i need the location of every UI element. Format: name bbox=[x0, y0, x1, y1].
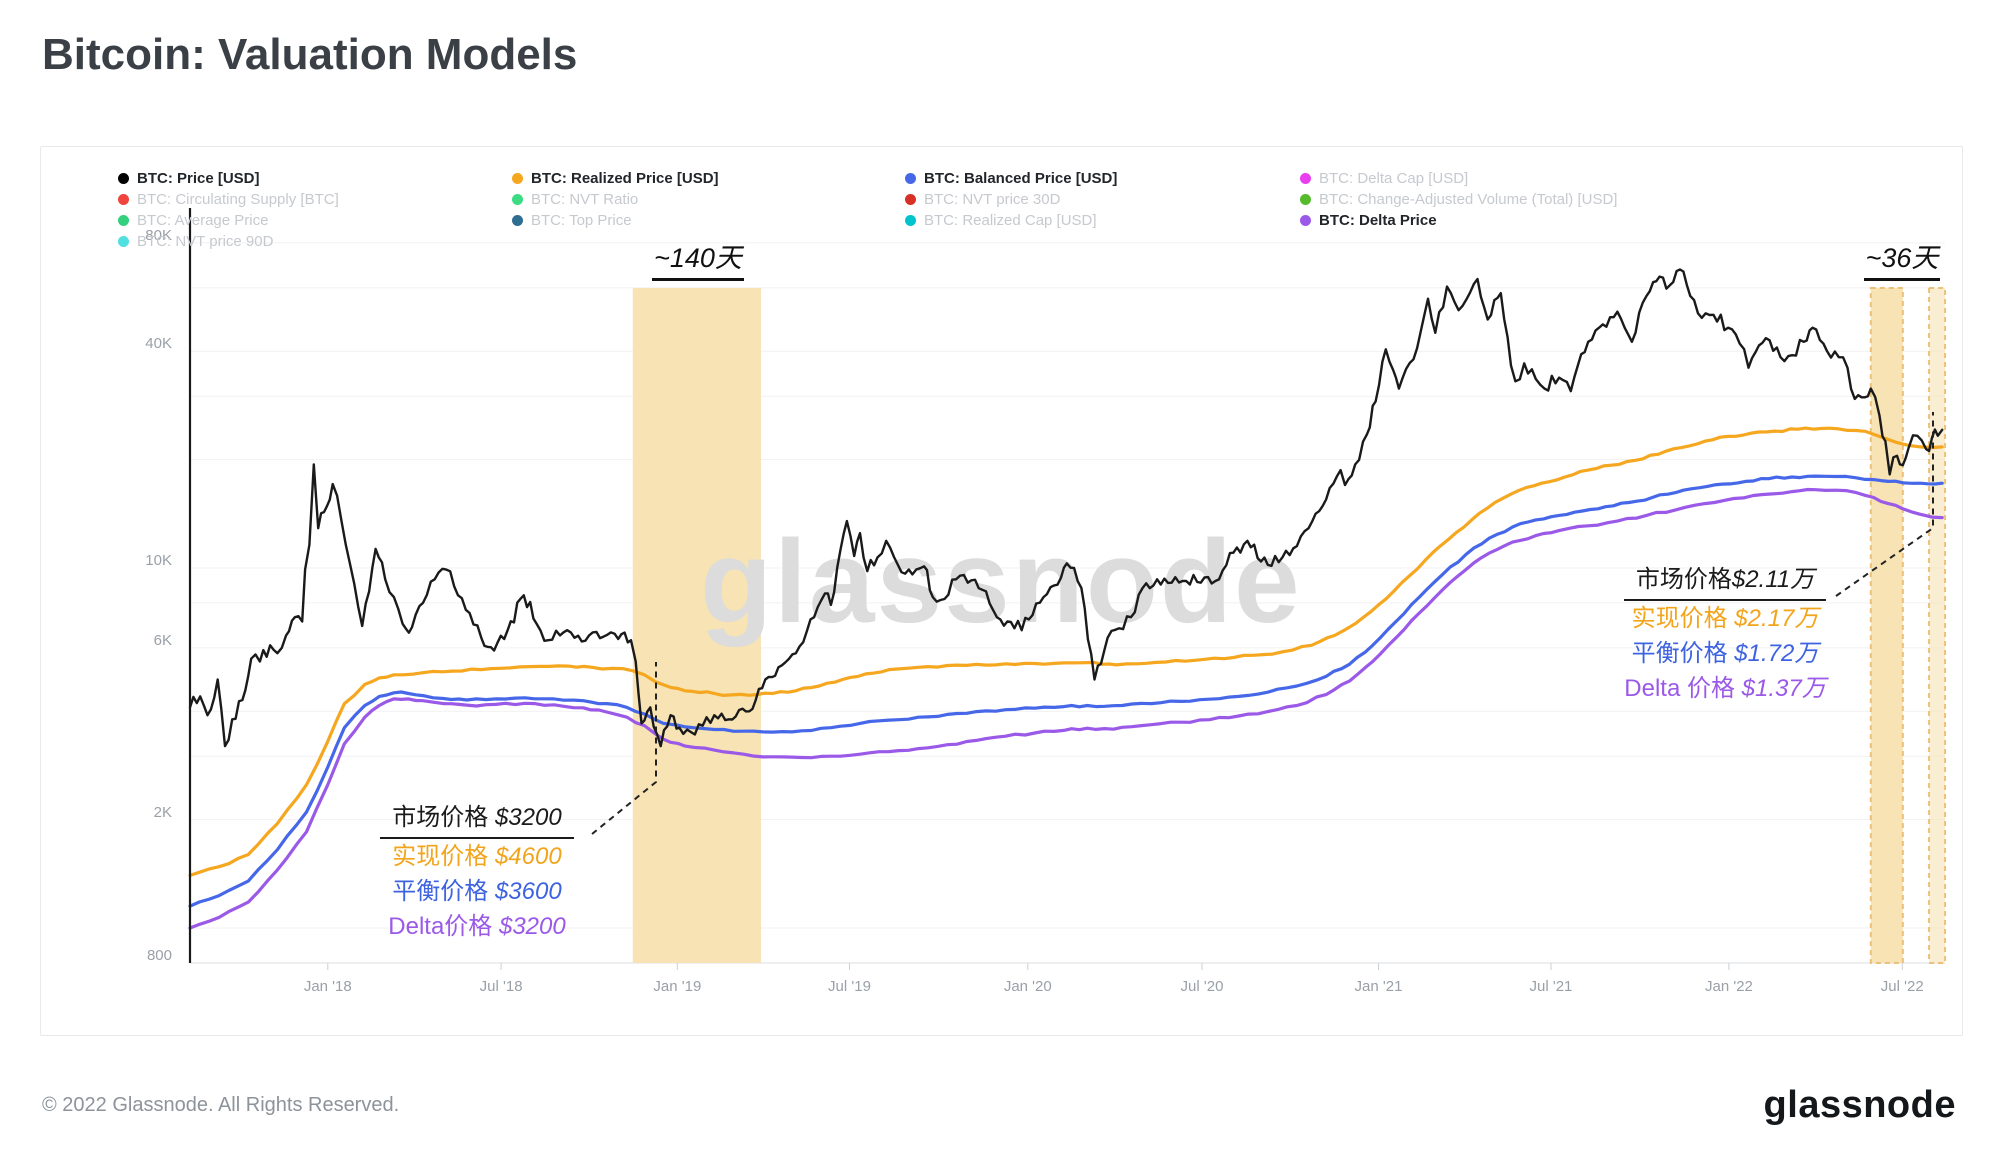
x-tick-label: Jan '18 bbox=[303, 978, 352, 995]
legend-column: BTC: Price [USD] BTC: Circulating Supply … bbox=[118, 168, 339, 252]
x-tick-label: Jan '21 bbox=[1354, 978, 1403, 995]
y-tick-label: 10K bbox=[145, 552, 172, 569]
x-tick-label: Jul '22 bbox=[1880, 978, 1924, 995]
y-tick-label: 80K bbox=[145, 226, 172, 244]
legend-item[interactable]: BTC: Delta Cap [USD] bbox=[1300, 168, 1617, 189]
legend-dot-icon bbox=[905, 173, 916, 184]
annotation-row: 实现价格 $4600 bbox=[392, 843, 562, 870]
series-2 bbox=[188, 487, 1944, 930]
legend-column: BTC: Balanced Price [USD] BTC: NVT price … bbox=[905, 168, 1117, 231]
legend-item[interactable]: BTC: NVT price 30D bbox=[905, 189, 1117, 210]
band-duration-label: ~36天 bbox=[1812, 236, 1992, 281]
highlight-band bbox=[632, 288, 761, 963]
legend-dot-icon bbox=[512, 194, 523, 205]
legend-dot-icon bbox=[118, 215, 129, 226]
annotation-row: Delta 价格 $1.37万 bbox=[1624, 675, 1826, 702]
legend-dot-icon bbox=[118, 236, 129, 247]
legend-label: BTC: NVT price 90D bbox=[137, 233, 274, 250]
legend-item[interactable]: BTC: Top Price bbox=[512, 210, 719, 231]
legend-label: BTC: Circulating Supply [BTC] bbox=[137, 191, 339, 208]
page-title: Bitcoin: Valuation Models bbox=[42, 30, 578, 79]
legend-label: BTC: Realized Price [USD] bbox=[531, 170, 719, 187]
legend-dot-icon bbox=[1300, 173, 1311, 184]
x-tick-label: Jan '19 bbox=[653, 978, 702, 995]
annotation-row: 平衡价格 $3600 bbox=[392, 878, 562, 905]
legend-label: BTC: Balanced Price [USD] bbox=[924, 170, 1118, 187]
x-tick-label: Jul '21 bbox=[1529, 978, 1573, 995]
legend-label: BTC: Average Price bbox=[137, 212, 269, 229]
legend-item[interactable]: BTC: Balanced Price [USD] bbox=[905, 168, 1117, 189]
glassnode-logo: glassnode bbox=[1763, 1084, 1956, 1126]
legend-item[interactable]: BTC: Circulating Supply [BTC] bbox=[118, 189, 339, 210]
copyright-text: © 2022 Glassnode. All Rights Reserved. bbox=[42, 1094, 400, 1116]
legend-item[interactable]: BTC: NVT Ratio bbox=[512, 189, 719, 210]
legend-label: BTC: Top Price bbox=[531, 212, 632, 229]
legend-label: BTC: Change-Adjusted Volume (Total) [USD… bbox=[1319, 191, 1618, 208]
legend-dot-icon bbox=[512, 173, 523, 184]
x-tick-label: Jul '20 bbox=[1180, 978, 1224, 995]
y-tick-label: 2K bbox=[153, 803, 172, 821]
band-duration-label: ~140天 bbox=[608, 236, 788, 281]
legend-label: BTC: Delta Price bbox=[1319, 212, 1437, 229]
legend-item[interactable]: BTC: Delta Price bbox=[1300, 210, 1617, 231]
annotation-row: 市场价格 $3200 bbox=[312, 800, 642, 839]
legend-item[interactable]: BTC: Average Price bbox=[118, 210, 339, 231]
legend-item[interactable]: BTC: Realized Cap [USD] bbox=[905, 210, 1117, 231]
legend-column: BTC: Delta Cap [USD] BTC: Change-Adjusted… bbox=[1300, 168, 1617, 231]
y-tick-label: 6K bbox=[153, 631, 172, 649]
y-tick-label: 40K bbox=[145, 335, 172, 353]
annotation-block: 市场价格$2.11万实现价格 $2.17万 平衡价格 $1.72万 Delta 价格… bbox=[1560, 562, 1890, 706]
legend-label: BTC: Delta Cap [USD] bbox=[1319, 170, 1469, 187]
legend-item[interactable]: BTC: Change-Adjusted Volume (Total) [USD… bbox=[1300, 189, 1617, 210]
x-tick-label: Jul '18 bbox=[479, 978, 523, 995]
legend-item[interactable]: BTC: Price [USD] bbox=[118, 168, 339, 189]
legend-item[interactable]: BTC: NVT price 90D bbox=[118, 231, 339, 252]
legend-label: BTC: NVT price 30D bbox=[924, 191, 1061, 208]
legend-dot-icon bbox=[905, 215, 916, 226]
x-tick-label: Jan '20 bbox=[1003, 978, 1052, 995]
legend-dot-icon bbox=[905, 194, 916, 205]
annotation-row: Delta价格 $3200 bbox=[388, 913, 566, 940]
legend-column: BTC: Realized Price [USD] BTC: NVT Ratio B… bbox=[512, 168, 719, 231]
series-1 bbox=[188, 474, 1944, 908]
legend-dot-icon bbox=[118, 194, 129, 205]
x-tick-label: Jul '19 bbox=[828, 978, 871, 995]
y-tick-label: 800 bbox=[146, 946, 172, 964]
highlight-band bbox=[1928, 287, 1947, 964]
annotation-block: 市场价格 $3200 实现价格 $4600 平衡价格 $3600 Delta价格 $3… bbox=[312, 800, 642, 944]
series-3 bbox=[188, 268, 1944, 748]
legend-label: BTC: Price [USD] bbox=[137, 170, 260, 187]
chart-card bbox=[40, 146, 1963, 1036]
annotation-row: 平衡价格 $1.72万 bbox=[1631, 640, 1819, 667]
annotation-row: 实现价格 $2.17万 bbox=[1631, 605, 1819, 632]
annotation-row: 市场价格$2.11万 bbox=[1560, 562, 1890, 601]
legend-label: BTC: NVT Ratio bbox=[531, 191, 639, 208]
x-tick-label: Jan '22 bbox=[1704, 978, 1753, 995]
legend-item[interactable]: BTC: Realized Price [USD] bbox=[512, 168, 719, 189]
legend-dot-icon bbox=[1300, 194, 1311, 205]
legend-label: BTC: Realized Cap [USD] bbox=[924, 212, 1097, 229]
legend-dot-icon bbox=[512, 215, 523, 226]
legend-dot-icon bbox=[118, 173, 129, 184]
series-0 bbox=[188, 426, 1944, 877]
legend-dot-icon bbox=[1300, 215, 1311, 226]
annotation-connector bbox=[591, 662, 657, 835]
